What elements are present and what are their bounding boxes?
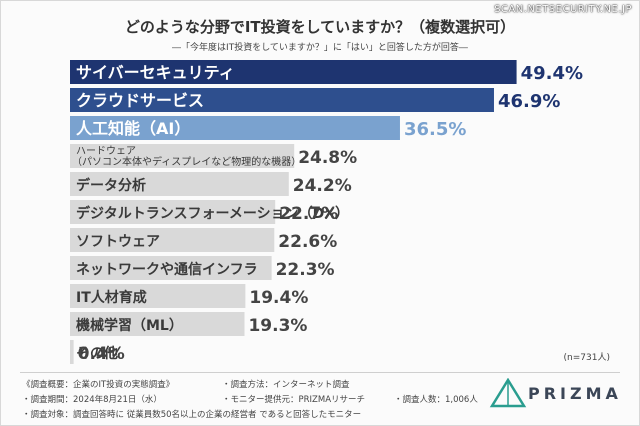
category-label-8: IT人材育成 bbox=[76, 289, 147, 306]
category-label-7: ネットワークや通信インフラ bbox=[76, 261, 258, 278]
category-label-10: その他 bbox=[76, 345, 118, 362]
chart-title: どのような分野でIT投資をしていますか？（複数選択可） bbox=[124, 18, 516, 36]
bar-6 bbox=[70, 228, 275, 252]
bar-9 bbox=[70, 312, 245, 336]
bar-3 bbox=[70, 144, 295, 168]
category-label-1: クラウドサービス bbox=[76, 91, 204, 110]
watermark: SCAN.NETSECURITY.NE.JP bbox=[494, 4, 632, 15]
category-label-5: デジタルトランスフォーメーション（DX） bbox=[76, 205, 349, 222]
footer-respondents: ・調査人数：1,006人 bbox=[394, 395, 478, 405]
value-label-0: 49.4% bbox=[521, 63, 583, 84]
value-label-2: 36.5% bbox=[404, 119, 466, 140]
value-label-3: 24.8% bbox=[298, 148, 357, 168]
footer-divider bbox=[20, 372, 620, 373]
bar-7 bbox=[70, 256, 272, 280]
footer-target: ・調査対象：調査回答時に 従業員数50名以上の企業の経営者 であると回答したモニ… bbox=[22, 410, 362, 420]
bar-10 bbox=[70, 340, 74, 364]
footer-method: ・調査方法：インターネット調査 bbox=[222, 380, 350, 390]
prizma-logo-text: PRIZMA bbox=[528, 384, 622, 403]
category-label-3-line-0: ハードウェア bbox=[76, 145, 136, 157]
category-label-6: ソフトウェア bbox=[76, 234, 160, 250]
footer-provider: ・モニター提供元：PRIZMAリサーチ bbox=[222, 395, 366, 405]
value-label-4: 24.2% bbox=[293, 176, 352, 196]
value-label-7: 22.3% bbox=[276, 260, 335, 280]
bar-chart: サイバーセキュリティ 49.4% クラウドサービス 46.9% 人工知能（AI） 36.5… bbox=[70, 60, 583, 364]
value-label-1: 46.9% bbox=[498, 91, 560, 112]
category-label-9: 機械学習（ML） bbox=[76, 317, 183, 334]
bar-4 bbox=[70, 172, 289, 196]
bar-5 bbox=[70, 200, 276, 224]
sample-size-note: (n=731人) bbox=[563, 353, 610, 363]
category-label-4: データ分析 bbox=[76, 177, 146, 194]
footer-period: ・調査期間：2024年8月21日（水） bbox=[22, 395, 162, 405]
bar-8 bbox=[70, 284, 246, 308]
bar-2 bbox=[70, 116, 400, 140]
prism-triangle-icon bbox=[489, 378, 527, 408]
bar-0 bbox=[70, 60, 517, 84]
value-label-5: 22.7% bbox=[279, 204, 338, 224]
category-label-2: 人工知能（AI） bbox=[76, 119, 190, 138]
category-label-0: サイバーセキュリティ bbox=[76, 63, 235, 82]
footer-overview: 《調査概要：企業のIT投資の実態調査》 bbox=[22, 380, 175, 390]
value-label-9: 19.3% bbox=[248, 316, 307, 336]
value-label-10: 0.4% bbox=[78, 344, 125, 364]
category-label-3-line-1: （パソコン本体やディスプレイなど物理的な機器） bbox=[72, 155, 301, 168]
value-label-6: 22.6% bbox=[278, 232, 337, 252]
chart-subtitle: ―「今年度はIT投資をしていますか？」に「はい」と回答した方が回答― bbox=[172, 43, 468, 53]
value-label-8: 19.4% bbox=[249, 288, 308, 308]
bar-1 bbox=[70, 88, 494, 112]
